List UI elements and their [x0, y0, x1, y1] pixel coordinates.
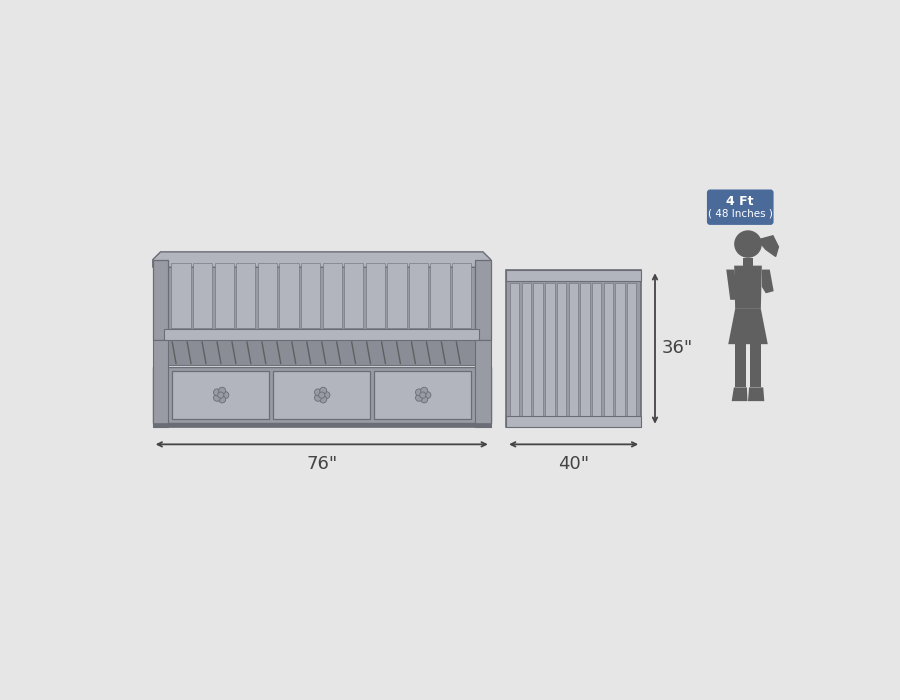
Circle shape [219, 387, 226, 394]
Bar [569, 283, 578, 416]
Circle shape [420, 387, 427, 394]
Circle shape [416, 394, 422, 401]
Text: 40": 40" [558, 455, 590, 473]
Polygon shape [732, 387, 748, 401]
Circle shape [222, 391, 229, 398]
Polygon shape [726, 270, 738, 300]
Bar [257, 262, 277, 328]
Circle shape [420, 396, 427, 403]
Bar [322, 262, 342, 328]
Bar [735, 344, 746, 387]
Bar [153, 423, 490, 427]
Bar [751, 344, 761, 387]
Polygon shape [758, 236, 778, 256]
Circle shape [424, 391, 431, 398]
Circle shape [419, 392, 426, 398]
Polygon shape [748, 387, 764, 401]
Circle shape [219, 396, 226, 403]
Bar [452, 262, 472, 328]
Bar [616, 283, 625, 416]
Text: 76": 76" [306, 455, 338, 473]
Text: 4 Ft: 4 Ft [726, 195, 754, 207]
Bar [279, 262, 299, 328]
Polygon shape [153, 260, 168, 340]
Bar [522, 283, 531, 416]
Bar [475, 340, 491, 426]
Circle shape [323, 391, 330, 398]
Text: ( 48 Inches ): ( 48 Inches ) [707, 209, 773, 218]
Circle shape [319, 392, 325, 398]
FancyBboxPatch shape [706, 190, 774, 225]
Bar [214, 262, 234, 328]
Bar [153, 368, 490, 423]
Bar [301, 262, 320, 328]
Bar [557, 283, 566, 416]
Circle shape [416, 389, 422, 396]
FancyBboxPatch shape [172, 371, 269, 419]
Bar [344, 262, 364, 328]
Bar [580, 283, 590, 416]
Circle shape [218, 392, 224, 398]
Circle shape [213, 389, 220, 396]
Bar [365, 262, 385, 328]
FancyBboxPatch shape [274, 371, 370, 419]
Circle shape [213, 394, 220, 401]
Polygon shape [761, 270, 774, 293]
Bar [743, 258, 752, 265]
Bar [430, 262, 450, 328]
Circle shape [314, 389, 321, 396]
Bar [534, 283, 543, 416]
Circle shape [320, 387, 327, 394]
Circle shape [314, 394, 321, 401]
Bar [545, 283, 554, 416]
Polygon shape [728, 309, 768, 344]
Bar [387, 262, 407, 328]
Bar [171, 262, 191, 328]
Bar [506, 270, 641, 281]
Bar [153, 340, 168, 426]
Bar [627, 283, 636, 416]
Bar [193, 262, 212, 328]
Circle shape [320, 396, 327, 403]
Text: 36": 36" [662, 340, 692, 358]
Bar [510, 283, 519, 416]
Bar [236, 262, 256, 328]
Polygon shape [734, 265, 761, 309]
Bar [592, 283, 601, 416]
Bar [165, 329, 479, 340]
Circle shape [734, 230, 761, 258]
FancyBboxPatch shape [374, 371, 472, 419]
Bar [168, 340, 475, 365]
Polygon shape [153, 252, 490, 267]
Bar [506, 270, 641, 427]
Bar [168, 260, 475, 329]
Bar [506, 416, 641, 426]
Bar [604, 283, 613, 416]
Polygon shape [475, 260, 491, 340]
Bar [409, 262, 428, 328]
